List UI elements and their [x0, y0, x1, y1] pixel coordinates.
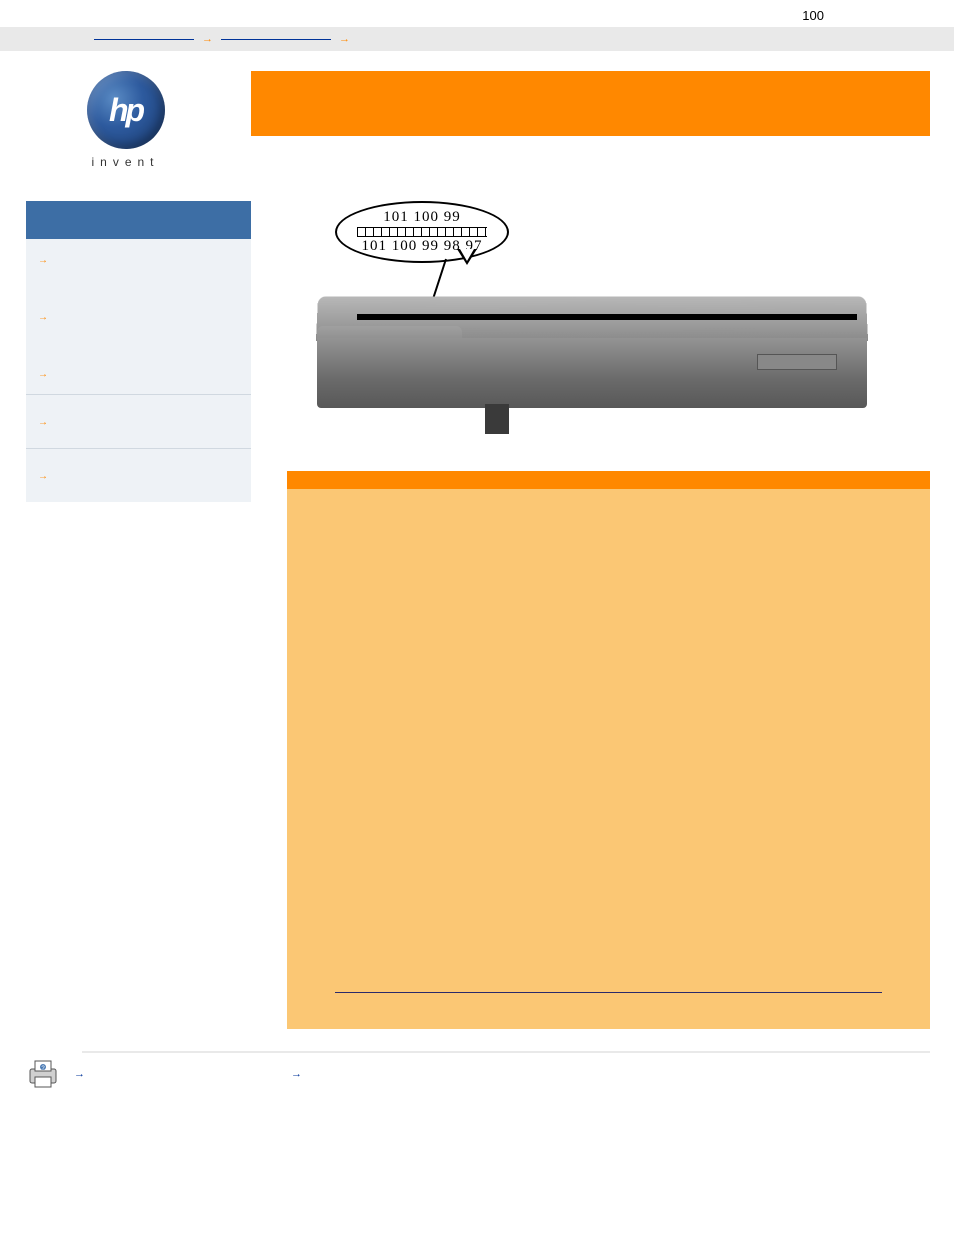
sidebar-item[interactable]: → — [26, 280, 251, 337]
arrow-icon: → — [38, 471, 48, 482]
breadcrumb-link-2[interactable] — [221, 39, 331, 40]
printer-icon[interactable]: ? — [26, 1059, 60, 1089]
ruler-top-numbers: 101 100 99 — [383, 209, 461, 226]
sidebar: → → → → → — [26, 201, 251, 1029]
ruler-callout: 101 100 99 101 100 99 98 97 — [335, 201, 509, 263]
footer: ? → → — [0, 1051, 954, 1089]
arrow-icon: → — [38, 255, 48, 266]
sidebar-header — [26, 201, 251, 239]
title-banner — [251, 71, 930, 136]
content-divider — [287, 471, 930, 489]
arrow-icon: → — [38, 369, 48, 380]
footer-link-2[interactable]: → — [291, 1068, 308, 1080]
sidebar-item[interactable]: → — [26, 239, 251, 280]
sidebar-item[interactable]: → — [26, 448, 251, 502]
breadcrumb-link-1[interactable] — [94, 39, 194, 40]
arrow-icon: → — [339, 33, 350, 45]
page-number: 100 — [0, 0, 954, 27]
arrow-icon: → — [74, 1068, 85, 1080]
sidebar-item[interactable]: → — [26, 394, 251, 448]
content-box — [287, 489, 930, 1029]
scanner-illustration: 101 100 99 101 100 99 98 97 — [287, 201, 887, 471]
footer-link-1[interactable]: → — [74, 1068, 91, 1080]
arrow-icon: → — [202, 33, 213, 45]
breadcrumb: → → — [0, 27, 954, 51]
sidebar-item[interactable]: → — [26, 337, 251, 394]
arrow-icon: → — [38, 417, 48, 428]
arrow-icon: → — [291, 1068, 302, 1080]
hp-logo: hp invent — [87, 71, 165, 169]
logo-brand-text: hp — [109, 92, 142, 129]
arrow-icon: → — [38, 312, 48, 323]
logo-tagline: invent — [91, 155, 159, 169]
